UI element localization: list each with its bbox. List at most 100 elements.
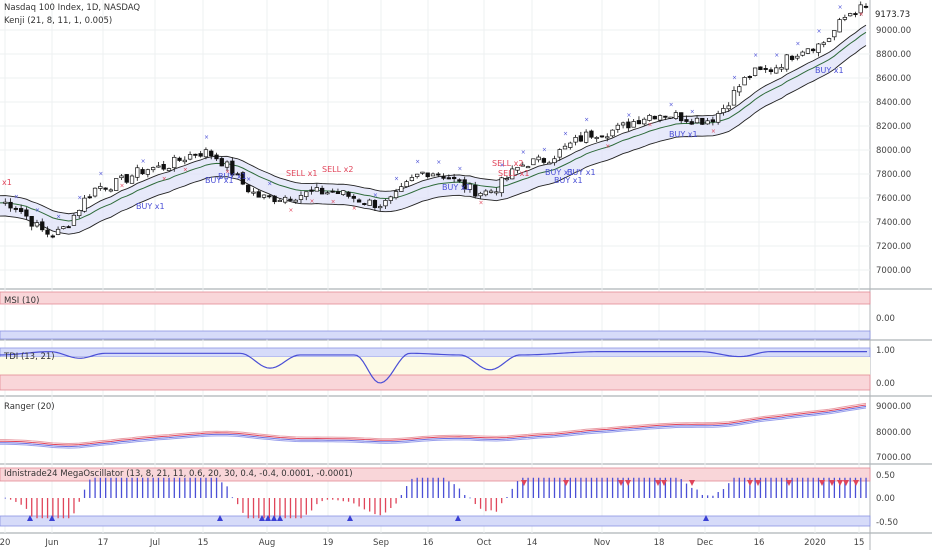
candle-body: [362, 203, 367, 205]
candle-body: [863, 5, 869, 8]
candle-body: [420, 171, 425, 174]
signal-x-marker: ×: [56, 213, 61, 220]
signal-x-marker: ×: [542, 147, 547, 154]
oscillator-buy-triangle: [703, 515, 709, 521]
oscillator-bar: [654, 477, 656, 498]
oscillator-bar: [495, 498, 498, 512]
oscillator-bar: [585, 477, 587, 498]
oscillator-sell-triangle: [689, 480, 695, 486]
panel-tick-label: 0.00: [876, 314, 895, 324]
oscillator-bar: [36, 498, 38, 519]
candle-body: [55, 228, 61, 235]
symbol-title: Nasdaq 100 Index, 1D, NASDAQ: [4, 3, 141, 13]
candle-body: [811, 48, 816, 52]
oscillator-bar: [448, 481, 450, 498]
candle-body: [568, 142, 573, 148]
time-tick-label: 15: [854, 538, 865, 548]
candle-body: [573, 137, 578, 143]
oscillator-bar: [749, 477, 751, 498]
signal-label-buy: BUY x1: [815, 66, 844, 75]
oscillator-bar: [458, 488, 461, 498]
candle-body: [193, 153, 198, 156]
oscillator-bar: [184, 477, 186, 498]
time-tick-label: 16: [423, 538, 434, 548]
oscillator-bar: [490, 498, 492, 511]
oscillator-sell-triangle: [563, 480, 569, 486]
price-tick-label: 8200.00: [876, 122, 911, 132]
candle-body: [473, 184, 478, 197]
osc-lower-zone: [0, 515, 871, 527]
indicator-legend-kenji[interactable]: Kenji (21, 8, 11, 1, 0.005): [4, 16, 113, 26]
tdi-lower-zone: [0, 374, 871, 391]
indicator-legend-oscillator[interactable]: Idnistrade24 MegaOscillator (13, 8, 21, …: [4, 469, 353, 479]
signal-x-marker: ×: [183, 167, 188, 174]
time-tick-label: 14: [527, 538, 538, 548]
candle-body: [562, 145, 568, 150]
candle-body: [172, 156, 177, 169]
oscillator-sell-triangle: [755, 480, 761, 486]
oscillator-bar: [353, 498, 355, 504]
candle-body: [689, 121, 694, 125]
oscillator-buy-triangle: [347, 515, 353, 521]
candle-body: [140, 169, 145, 175]
oscillator-bar: [78, 498, 80, 502]
candle-body: [821, 42, 826, 45]
oscillator-bar: [258, 498, 260, 519]
oscillator-bar: [559, 477, 561, 498]
oscillator-bar: [89, 479, 91, 498]
envelope-upper-line: [0, 24, 867, 215]
signal-x-marker: ×: [816, 28, 821, 35]
indicator-legend-ranger[interactable]: Ranger (20): [4, 402, 55, 412]
signal-x-marker: ×: [331, 199, 336, 206]
candle-body: [451, 176, 457, 180]
oscillator-bar: [664, 477, 667, 498]
signal-x-marker: ×: [204, 134, 209, 141]
oscillator-bar: [696, 489, 698, 498]
signal-x-marker: ×: [77, 195, 82, 202]
signal-x-marker: ×: [648, 122, 653, 129]
signal-x-marker: ×: [690, 108, 695, 115]
candle-body: [679, 112, 684, 122]
oscillator-bar: [728, 483, 730, 498]
candle-body: [378, 206, 383, 209]
indicator-legend-tdi[interactable]: TDI (13, 21): [4, 352, 55, 362]
oscillator-bar: [194, 477, 197, 498]
candlestick-series: [3, 1, 869, 239]
oscillator-bar: [802, 477, 804, 498]
oscillator-bar: [796, 477, 799, 498]
signal-x-marker: ×: [246, 176, 251, 183]
signal-x-marker: ×: [774, 52, 779, 59]
candle-body: [515, 166, 520, 171]
candle-body: [816, 43, 821, 53]
oscillator-bar: [136, 477, 138, 498]
oscillator-bar: [622, 477, 624, 498]
oscillator-bar: [759, 477, 762, 498]
signal-x-marker: ×: [119, 182, 124, 189]
candle-body: [578, 135, 584, 142]
signal-x-marker: ×: [500, 162, 505, 169]
indicator-legend-msi[interactable]: MSI (10): [4, 296, 40, 306]
candle-body: [557, 149, 562, 158]
candle-body: [652, 115, 657, 120]
oscillator-bar: [337, 498, 339, 501]
candle-body: [198, 153, 203, 157]
oscillator-sell-triangle: [829, 480, 835, 486]
candle-body: [372, 200, 378, 208]
panel-tick-label: 0.00: [876, 494, 895, 504]
oscillator-bar: [427, 477, 429, 498]
envelope-fill: [0, 25, 866, 235]
oscillator-bar: [712, 495, 714, 498]
price-tick-label: 8600.00: [876, 74, 911, 84]
candle-body: [478, 192, 483, 197]
signal-x-marker: ×: [373, 192, 378, 199]
signal-label-sell: SELL x2: [322, 165, 353, 174]
signal-x-marker: ×: [753, 52, 758, 59]
candle-body: [24, 209, 29, 217]
oscillator-sell-triangle: [625, 480, 631, 486]
candle-body: [805, 48, 811, 54]
oscillator-buy-triangle: [49, 515, 55, 521]
oscillator-bar: [379, 498, 381, 516]
candle-body: [467, 183, 473, 190]
oscillator-bar: [770, 477, 772, 498]
